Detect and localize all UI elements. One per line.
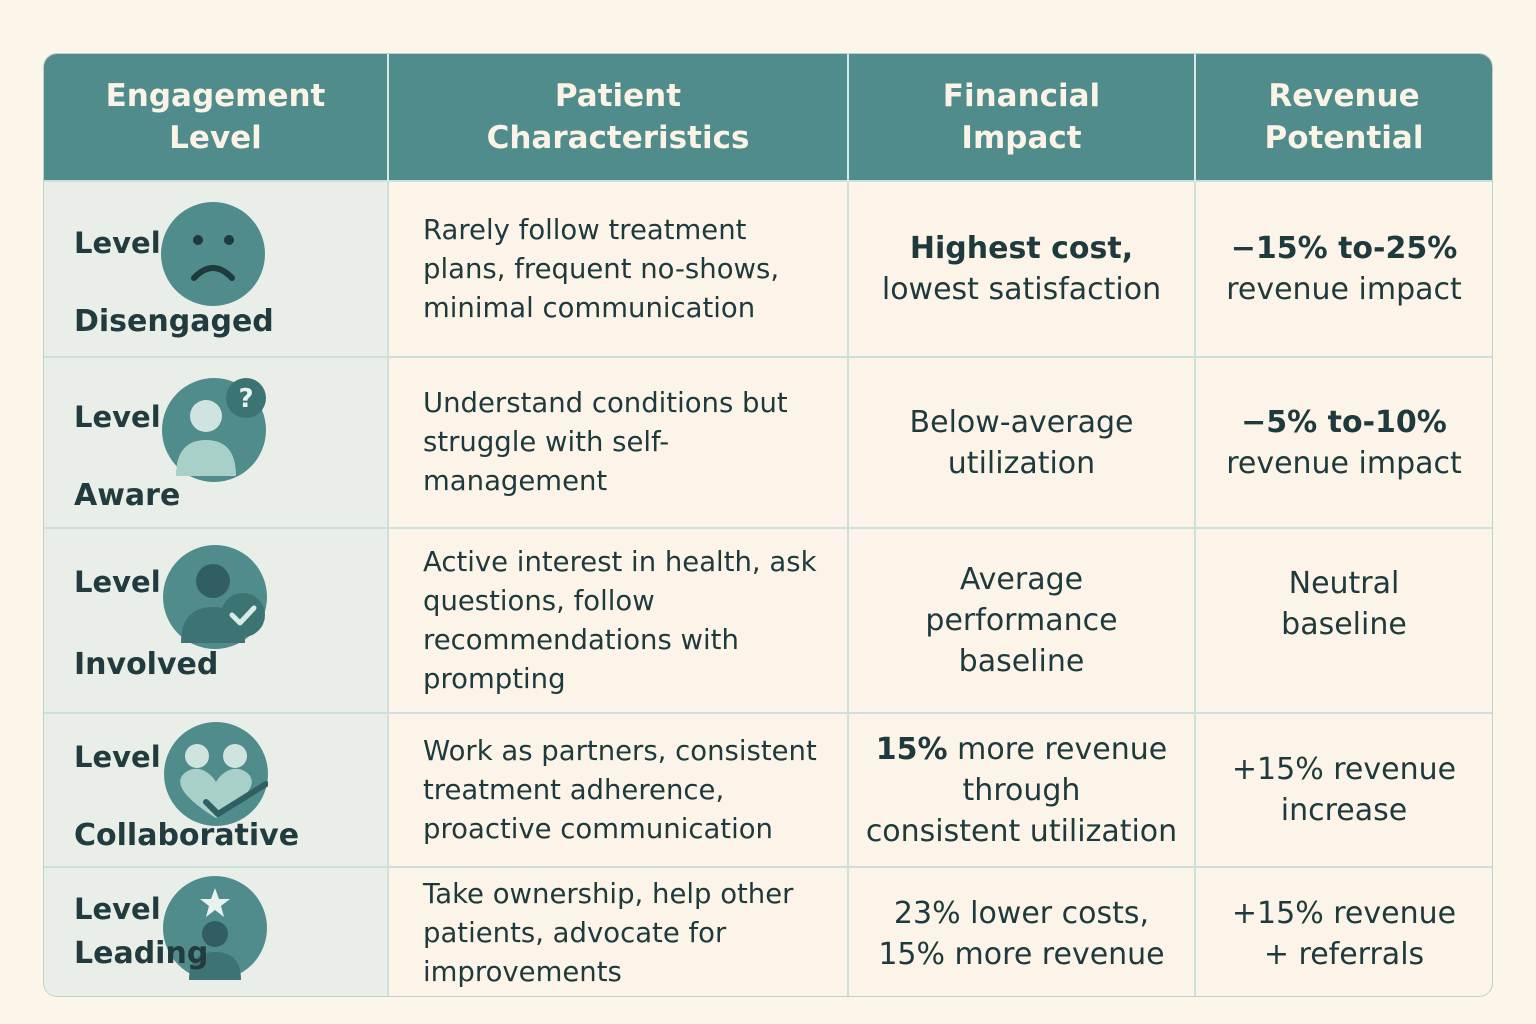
table-row: Level ? Aware Understand conditions but … xyxy=(44,356,1492,528)
financial-rest: more revenue xyxy=(947,731,1168,767)
level-name: Aware xyxy=(74,478,181,513)
level-cell: Level Disengaged xyxy=(44,180,389,357)
financial-bold: 15% xyxy=(875,731,948,767)
level-cell: Level ? Aware xyxy=(44,356,389,528)
characteristics-cell: Active interest in health, ask questions… xyxy=(388,527,849,713)
header-patient-characteristics: Patient Characteristics xyxy=(388,54,849,181)
financial-cell: Highest cost, lowest satisfaction xyxy=(848,180,1196,357)
financial-text: consistent utilization xyxy=(865,813,1178,849)
financial-cell: 23% lower costs, 15% more revenue xyxy=(848,866,1196,996)
revenue-text: revenue impact xyxy=(1226,445,1462,481)
level-word: Level xyxy=(74,740,161,774)
level-cell: Level Leading xyxy=(44,866,389,996)
revenue-text: baseline xyxy=(1281,607,1407,642)
revenue-text: −5% to-10% xyxy=(1241,404,1447,440)
level-name: Collaborative xyxy=(74,818,300,853)
financial-text: 23% lower costs, xyxy=(893,895,1150,931)
financial-text: lowest satisfaction xyxy=(881,272,1162,307)
sad-face-icon xyxy=(161,202,265,306)
financial-cell: 15% more revenue through consistent util… xyxy=(848,712,1196,867)
characteristics-cell: Take ownership, help other patients, adv… xyxy=(388,866,849,996)
person-check-icon xyxy=(163,545,267,649)
revenue-text: +15% revenue xyxy=(1231,752,1457,787)
financial-text: Highest cost, xyxy=(909,231,1134,266)
financial-text: performance xyxy=(925,603,1118,638)
revenue-cell: Neutral baseline xyxy=(1195,527,1492,713)
revenue-cell: −15% to-25% revenue impact xyxy=(1195,180,1492,357)
revenue-text: revenue impact xyxy=(1226,272,1462,307)
financial-cell: Below-average utilization xyxy=(848,356,1196,528)
person-question-icon: ? xyxy=(162,378,266,482)
characteristics-cell: Rarely follow treatment plans, frequent … xyxy=(388,180,849,357)
financial-text: baseline xyxy=(958,644,1085,679)
svg-text:?: ? xyxy=(238,384,253,414)
table-row: Level Collaborative Work as partners, co… xyxy=(44,712,1492,867)
two-people-heart-icon xyxy=(164,722,268,826)
person-star-icon xyxy=(163,876,267,980)
level-cell: Level Involved xyxy=(44,527,389,713)
level-name: Leading xyxy=(74,936,209,971)
level-word: Level xyxy=(74,226,161,260)
financial-text: Below-average xyxy=(909,404,1134,440)
header-row: Engagement Level Patient Characteristics… xyxy=(44,54,1492,181)
header-financial-impact: Financial Impact xyxy=(848,54,1196,181)
revenue-text: Neutral xyxy=(1288,566,1400,601)
financial-text: 15% more revenue xyxy=(849,729,1194,770)
characteristics-cell: Understand conditions but struggle with … xyxy=(388,356,849,528)
table-row: Level Disengaged Rarely follow treatment… xyxy=(44,180,1492,357)
revenue-text: +15% revenue xyxy=(1231,895,1457,931)
financial-text: Average xyxy=(959,562,1084,597)
revenue-cell: +15% revenue increase xyxy=(1195,712,1492,867)
characteristics-cell: Work as partners, consistent treatment a… xyxy=(388,712,849,867)
revenue-cell: +15% revenue + referrals xyxy=(1195,866,1492,996)
level-name: Involved xyxy=(74,647,219,682)
financial-text: through xyxy=(962,772,1081,808)
header-revenue-potential: Revenue Potential xyxy=(1195,54,1492,181)
financial-text: utilization xyxy=(947,445,1096,481)
revenue-text: + referrals xyxy=(1263,936,1425,972)
level-cell: Level Collaborative xyxy=(44,712,389,867)
level-word: Level xyxy=(74,565,161,599)
revenue-text: increase xyxy=(1280,793,1408,828)
financial-text: 15% more revenue xyxy=(878,936,1165,972)
level-name: Disengaged xyxy=(74,304,274,339)
table-row: Level Leading Take ownership, help other… xyxy=(44,866,1492,996)
level-word: Level xyxy=(74,400,161,434)
revenue-cell: −5% to-10% revenue impact xyxy=(1195,356,1492,528)
engagement-table: Engagement Level Patient Characteristics… xyxy=(43,53,1493,997)
header-engagement-level: Engagement Level xyxy=(44,54,389,181)
table-row: Level Involved Active interest in health… xyxy=(44,527,1492,713)
financial-cell: Average performance baseline xyxy=(848,527,1196,713)
revenue-text: −15% to-25% xyxy=(1230,231,1458,266)
level-word: Level xyxy=(74,892,161,926)
